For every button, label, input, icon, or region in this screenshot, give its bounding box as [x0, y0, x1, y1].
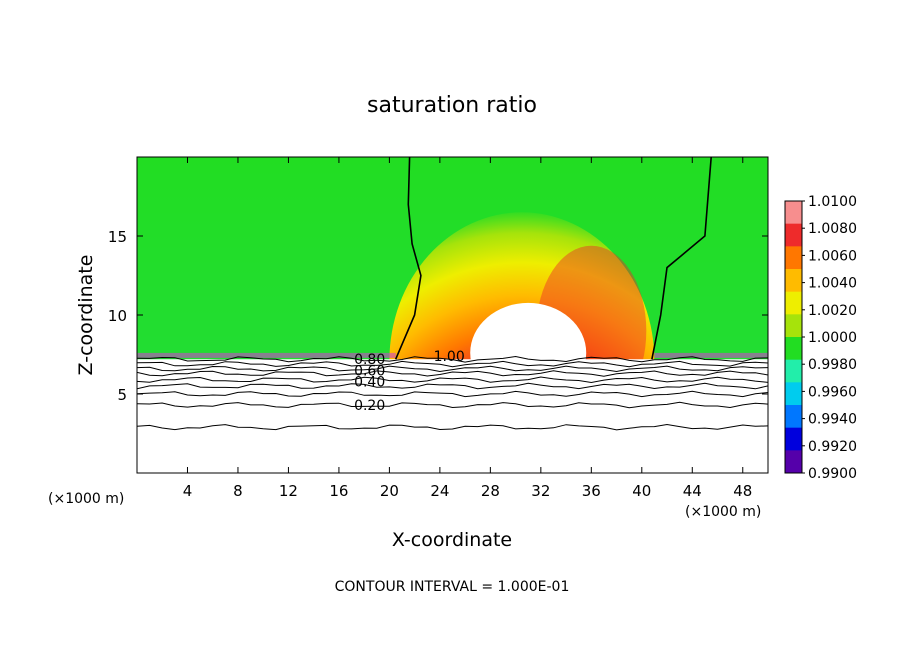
contour-line — [137, 390, 768, 398]
contour-label: 0.80 — [354, 352, 385, 368]
base-fringe-left — [137, 352, 396, 358]
x-tick-label: 20 — [380, 482, 399, 500]
x-tick-label: 48 — [733, 482, 752, 500]
x-tick-label: 44 — [683, 482, 702, 500]
contour-line — [137, 382, 768, 390]
colorbar-label: 1.0040 — [808, 276, 857, 292]
x-tick-label: 24 — [430, 482, 449, 500]
contour-line — [137, 401, 768, 409]
contour-line — [137, 376, 768, 384]
lower-region — [137, 359, 768, 473]
x-tick-label: 8 — [233, 482, 243, 500]
colorbar-swatch — [785, 382, 802, 406]
x-tick-label: 16 — [329, 482, 348, 500]
y-tick-label: 15 — [108, 228, 127, 246]
contour-interval-footer: CONTOUR INTERVAL = 1.000E-01 — [335, 579, 570, 595]
x-tick-label: 4 — [183, 482, 193, 500]
colorbar-swatch — [785, 201, 802, 225]
contour-line — [137, 365, 768, 373]
colorbar-swatch — [785, 337, 802, 361]
contour-line — [137, 370, 768, 377]
colorbar-label: 0.9900 — [808, 466, 857, 482]
contour-line — [137, 360, 768, 368]
x-axis-label: X-coordinate — [392, 529, 512, 551]
colorbar-swatch — [785, 450, 802, 474]
colorbar-label: 1.0100 — [808, 194, 857, 210]
colorbar-label: 1.0080 — [808, 221, 857, 237]
contour-label: 0.20 — [354, 398, 385, 414]
colorbar-swatch — [785, 359, 802, 383]
saturation-field — [137, 157, 768, 473]
contour-lines: 0.800.600.40 0.20 1.00 — [137, 157, 768, 431]
colorbar-swatch — [785, 291, 802, 315]
x-tick-label: 12 — [279, 482, 298, 500]
y-tick-label: 5 — [117, 386, 127, 404]
contour-line — [137, 355, 768, 363]
contour-label: 0.60 — [354, 363, 385, 379]
y-tick-label: 10 — [108, 307, 127, 325]
x-tick-label: 36 — [582, 482, 601, 500]
contour-line — [137, 423, 768, 431]
colorbar-swatch — [785, 246, 802, 270]
colorbar-swatch — [785, 269, 802, 293]
base-fringe-right — [654, 352, 768, 358]
colorbar-label: 0.9980 — [808, 357, 857, 373]
colorbar-label: 0.9960 — [808, 384, 857, 400]
colorbar-label: 1.0020 — [808, 303, 857, 319]
colorbar-swatch — [785, 405, 802, 429]
colorbar-swatch — [785, 223, 802, 247]
colorbar-label: 0.9940 — [808, 412, 857, 428]
y-axis-ticks: 5 10 15 — [108, 228, 768, 404]
contour-label: 0.40 — [354, 374, 385, 390]
colorbar-label: 1.0000 — [808, 330, 857, 346]
y-axis-label: Z-coordinate — [75, 255, 97, 376]
colorbar: 1.0100 1.0080 1.0060 1.0040 1.0020 1.0000 0.99… — [784, 194, 857, 482]
x-tick-label: 28 — [481, 482, 500, 500]
colorbar-swatch — [785, 427, 802, 451]
x-unit-label-right: (×1000 m) — [685, 504, 761, 520]
chart-title: saturation ratio — [367, 93, 537, 118]
saturation-contour — [651, 157, 712, 360]
saturation-contour — [394, 157, 422, 360]
colorbar-swatch — [785, 314, 802, 338]
contour-label: 1.00 — [434, 349, 465, 365]
x-tick-label: 40 — [632, 482, 651, 500]
x-tick-label: 32 — [531, 482, 550, 500]
colorbar-label: 1.0060 — [808, 248, 857, 264]
x-unit-label-left: (×1000 m) — [48, 491, 124, 507]
colorbar-label: 0.9920 — [808, 439, 857, 455]
x-axis-ticks: 4 8 12 16 20 24 28 32 36 40 44 48 — [183, 157, 752, 500]
